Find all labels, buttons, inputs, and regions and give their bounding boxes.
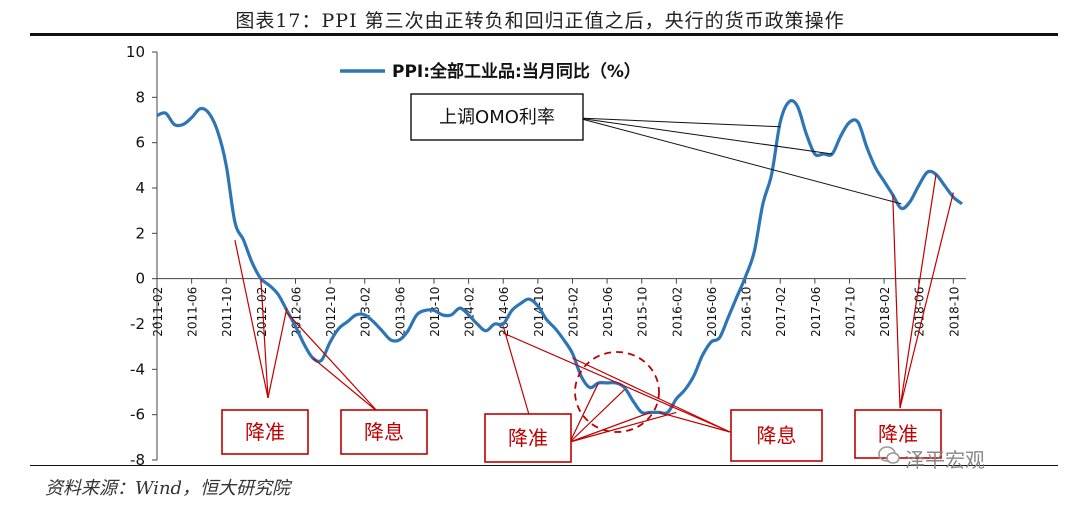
annotation-arrow <box>267 308 288 399</box>
x-tick-label: 2015-06 <box>601 287 615 337</box>
footer-divider <box>30 465 1058 466</box>
x-tick-label: 2017-10 <box>843 287 857 337</box>
annotation-arrow <box>312 357 379 413</box>
annotation-arrow <box>286 312 379 413</box>
x-tick-label: 2014-10 <box>532 287 546 337</box>
x-tick-label: 2012-10 <box>324 287 338 337</box>
x-tick-label: 2011-02 <box>151 287 165 337</box>
x-tick-label: 2016-10 <box>740 287 754 337</box>
x-tick-label: 2015-02 <box>566 287 580 337</box>
x-tick-label: 2018-10 <box>947 287 961 337</box>
annotation-arrow <box>502 326 531 419</box>
y-tick-label: 2 <box>135 224 145 242</box>
callout-box <box>340 409 428 455</box>
y-tick-label: 0 <box>135 270 145 288</box>
page-title: 图表17：PPI 第三次由正转负和回归正值之后，央行的货币政策操作 <box>235 10 845 32</box>
x-tick-label: 2016-02 <box>670 287 684 337</box>
annotation-arrow <box>502 332 731 433</box>
x-tick-label: 2013-02 <box>359 287 373 337</box>
annotation-arrow <box>260 278 269 399</box>
omo-pointer-line <box>577 117 781 128</box>
x-tick-label: 2016-06 <box>705 287 719 337</box>
callout-label: 降息 <box>757 424 797 448</box>
y-tick-label: 4 <box>135 179 145 197</box>
callout-label: 降息 <box>364 420 404 444</box>
legend-label: PPI:全部工业品:当月同比（%） <box>392 61 641 82</box>
x-tick-label: 2012-02 <box>255 287 269 337</box>
watermark: 泽平宏观 <box>905 448 985 472</box>
x-tick-label: 2017-02 <box>774 287 788 337</box>
highlight-ellipse <box>574 351 660 433</box>
callout-box <box>854 409 942 459</box>
callout-label: 降准 <box>878 422 918 446</box>
callout-box <box>484 413 572 463</box>
x-tick-label: 2011-10 <box>220 287 234 337</box>
x-tick-label: 2013-06 <box>393 287 407 337</box>
annotation-arrow <box>899 174 937 409</box>
callout-box <box>221 409 309 455</box>
x-tick-label: 2011-06 <box>186 287 200 337</box>
x-tick-label: 2017-06 <box>809 287 823 337</box>
series-line-ppi <box>156 99 964 416</box>
y-tick-label: 8 <box>135 88 145 106</box>
wechat-icon <box>878 446 900 464</box>
annotation-arrow <box>569 382 599 443</box>
callout-label: 降准 <box>245 420 285 444</box>
omo-callout-box <box>410 93 584 141</box>
callout-label: 降准 <box>508 426 548 450</box>
y-tick-label: -8 <box>130 451 145 469</box>
x-tick-label: 2018-02 <box>878 287 892 337</box>
y-tick-label: -2 <box>130 315 145 333</box>
y-tick-label: 10 <box>126 43 145 61</box>
y-tick-label: -4 <box>130 360 145 378</box>
title-divider <box>30 33 1058 36</box>
callout-box <box>730 409 823 462</box>
x-tick-label: 2014-02 <box>463 287 477 337</box>
annotation-arrow <box>569 411 651 443</box>
annotation-arrow <box>569 411 677 443</box>
x-tick-label: 2015-10 <box>636 287 650 337</box>
y-tick-label: 6 <box>135 134 145 152</box>
annotation-arrow <box>899 192 954 409</box>
omo-pointer-line <box>577 117 902 205</box>
annotation-arrow <box>569 389 625 443</box>
source-note: 资料来源：Wind，恒大研究院 <box>45 478 291 499</box>
omo-pointer-line <box>577 117 833 155</box>
annotation-arrow <box>658 411 731 433</box>
annotation-arrow <box>572 357 731 433</box>
annotation-arrow <box>234 240 269 399</box>
omo-callout-label: 上调OMO利率 <box>439 107 555 128</box>
annotation-arrow <box>892 194 901 409</box>
y-tick-label: -6 <box>130 406 145 424</box>
